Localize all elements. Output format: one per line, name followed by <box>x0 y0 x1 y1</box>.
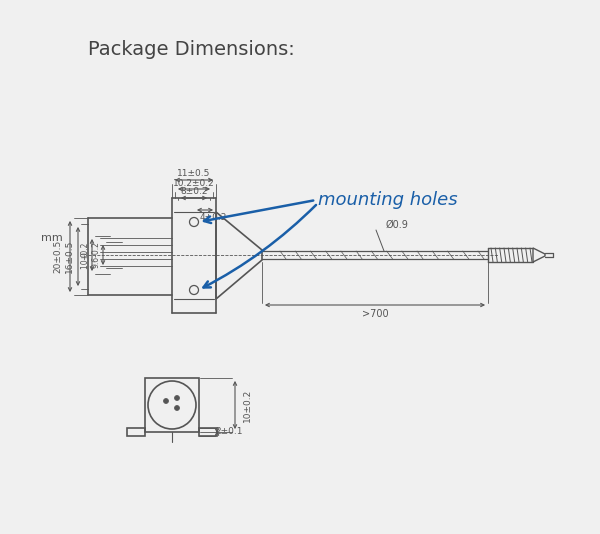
Text: 9.6-0.2: 9.6-0.2 <box>91 241 101 269</box>
Circle shape <box>163 398 169 404</box>
Bar <box>127 428 145 436</box>
Bar <box>199 428 217 436</box>
Circle shape <box>175 396 179 400</box>
Text: 20±0.5: 20±0.5 <box>53 240 62 273</box>
Text: Ø0.9: Ø0.9 <box>386 220 409 230</box>
Circle shape <box>175 405 179 411</box>
Text: 11±0.5: 11±0.5 <box>178 169 211 178</box>
Text: 10.2±0.2: 10.2±0.2 <box>173 178 215 187</box>
Text: 16±0.5: 16±0.5 <box>65 239 74 273</box>
Text: mounting holes: mounting holes <box>318 191 458 209</box>
Bar <box>145 378 199 432</box>
Text: Package Dimensions:: Package Dimensions: <box>88 40 295 59</box>
Text: 10 0: 10 0 <box>80 253 89 270</box>
Text: 2±0.1: 2±0.1 <box>215 428 243 436</box>
Text: >700: >700 <box>362 309 388 319</box>
Text: 4±0.2: 4±0.2 <box>199 214 227 223</box>
Text: 8±0.2: 8±0.2 <box>180 187 208 197</box>
Text: mm: mm <box>41 233 63 243</box>
Text: 10±0.2: 10±0.2 <box>242 388 251 422</box>
Text: +0.2: +0.2 <box>80 242 89 260</box>
